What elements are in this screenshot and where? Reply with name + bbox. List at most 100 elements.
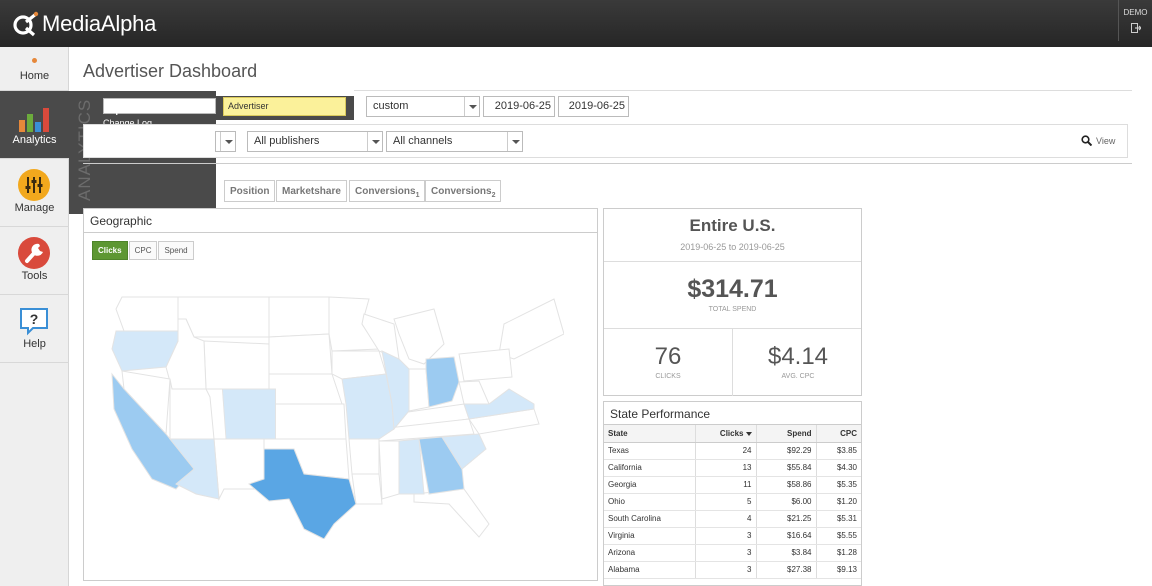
region-title: Entire U.S. xyxy=(689,216,776,235)
nav-home-label: Home xyxy=(19,70,50,82)
channels-value: All channels xyxy=(393,135,453,147)
sliders-icon xyxy=(18,169,50,201)
date-mode-select[interactable]: custom xyxy=(366,96,480,117)
state-arkansas[interactable] xyxy=(348,438,380,475)
tab-conversions-1[interactable]: Conversions1 xyxy=(349,180,426,202)
tab-conversions-1-label: Conversions xyxy=(355,186,416,197)
cell-clicks: 24 xyxy=(695,442,757,460)
state-oregon[interactable] xyxy=(111,330,179,372)
state-ohio[interactable] xyxy=(425,356,460,408)
table-row[interactable]: Alabama 3 $27.38 $9.13 xyxy=(604,561,861,579)
account-menu[interactable]: DEMO xyxy=(1118,0,1152,41)
tab-marketshare[interactable]: Marketshare xyxy=(276,180,347,202)
state-missouri[interactable] xyxy=(341,373,395,440)
cell-clicks: 11 xyxy=(695,476,757,494)
nav-help[interactable]: ? Help xyxy=(0,295,69,363)
logout-icon[interactable] xyxy=(1130,23,1141,33)
state-south-carolina[interactable] xyxy=(441,433,487,470)
nav-help-label: Help xyxy=(23,338,46,350)
brand-logo[interactable]: MediaAlpha xyxy=(12,9,156,39)
table-row[interactable]: Arizona 3 $3.84 $1.28 xyxy=(604,544,861,562)
column-header-clicks[interactable]: Clicks xyxy=(695,425,757,443)
cell-clicks: 3 xyxy=(695,527,757,545)
state-texas[interactable] xyxy=(248,448,357,539)
cell-spend: $21.25 xyxy=(756,510,817,528)
tab-conversions-2-label: Conversions xyxy=(431,186,492,197)
table-row[interactable]: Georgia 11 $58.86 $5.35 xyxy=(604,476,861,494)
us-map xyxy=(111,296,564,539)
chevron-down-icon xyxy=(464,97,479,116)
brand-name: MediaAlpha xyxy=(42,11,157,36)
state-wyoming[interactable] xyxy=(203,340,270,390)
state-pennsylvania[interactable] xyxy=(458,348,513,382)
state-louisiana[interactable] xyxy=(351,473,383,505)
cell-spend: $6.00 xyxy=(756,493,817,511)
table-row[interactable]: Virginia 3 $16.64 $5.55 xyxy=(604,527,861,545)
state-north-dakota[interactable] xyxy=(268,296,330,338)
state-new-england[interactable] xyxy=(498,298,564,360)
flyout-item-reports[interactable]: Reports xyxy=(103,98,216,115)
cell-clicks: 3 xyxy=(695,544,757,562)
nav-home[interactable]: Home xyxy=(0,47,69,91)
table-row[interactable]: California 13 $55.84 $4.30 xyxy=(604,459,861,477)
state-virginia[interactable] xyxy=(463,388,535,420)
metric-clicks-button[interactable]: Clicks xyxy=(92,241,128,260)
cell-spend: $3.84 xyxy=(756,544,817,562)
cell-state: Alabama xyxy=(604,561,696,579)
state-mississippi[interactable] xyxy=(378,440,400,500)
svg-text:?: ? xyxy=(30,311,39,327)
state-michigan[interactable] xyxy=(393,308,445,365)
column-header-spend[interactable]: Spend xyxy=(756,425,817,443)
metric-cpc-button[interactable]: CPC xyxy=(128,241,158,260)
state-west-virginia[interactable] xyxy=(458,380,490,405)
state-kansas[interactable] xyxy=(273,403,347,440)
total-spend-value: $314.71 xyxy=(687,275,778,303)
publishers-select[interactable]: All publishers xyxy=(247,131,383,152)
mediaalpha-logo-icon xyxy=(13,11,39,37)
nav-tools-label: Tools xyxy=(21,270,48,282)
column-header-cpc[interactable]: CPC xyxy=(816,425,861,443)
state-georgia[interactable] xyxy=(418,436,465,495)
cell-cpc: $3.85 xyxy=(816,442,861,460)
clicks-label: CLICKS xyxy=(655,373,681,380)
state-arizona[interactable] xyxy=(168,438,220,500)
nav-manage[interactable]: Manage xyxy=(0,159,69,227)
state-colorado[interactable] xyxy=(221,388,276,440)
cell-state: Texas xyxy=(604,442,696,460)
tab-position[interactable]: Position xyxy=(224,180,276,202)
state-south-dakota[interactable] xyxy=(268,333,333,375)
left-nav: Home Analytics Manage Tools xyxy=(0,47,69,586)
page-title: Advertiser Dashboard xyxy=(83,61,258,81)
avg-cpc-label: AVG. CPC xyxy=(781,373,815,380)
bar-chart-icon xyxy=(19,108,49,132)
state-nebraska[interactable] xyxy=(268,373,343,405)
table-row[interactable]: South Carolina 4 $21.25 $5.31 xyxy=(604,510,861,528)
channels-select[interactable]: All channels xyxy=(386,131,523,152)
help-icon: ? xyxy=(20,308,48,336)
state-illinois[interactable] xyxy=(381,350,410,431)
column-header-clicks-label: Clicks xyxy=(719,428,744,438)
advertiser-select[interactable] xyxy=(215,131,236,152)
state-washington[interactable] xyxy=(115,296,179,332)
dimension-filter-bar xyxy=(83,124,1128,158)
cell-cpc: $9.13 xyxy=(816,561,861,579)
nav-tools[interactable]: Tools xyxy=(0,227,69,295)
metric-spend-button[interactable]: Spend xyxy=(158,241,194,260)
nav-analytics[interactable]: Analytics xyxy=(0,91,69,159)
start-date-input[interactable]: 2019-06-25 xyxy=(483,96,555,117)
state-california[interactable] xyxy=(111,372,195,490)
cell-state: Virginia xyxy=(604,527,696,545)
cell-state: Arizona xyxy=(604,544,696,562)
table-row[interactable]: Ohio 5 $6.00 $1.20 xyxy=(604,493,861,511)
state-alabama[interactable] xyxy=(398,438,425,495)
tab-conversions-2[interactable]: Conversions2 xyxy=(425,180,502,202)
view-button[interactable]: View xyxy=(1081,135,1115,146)
flyout-item-change-log[interactable]: Change Log xyxy=(103,115,216,131)
submenu-item-advertiser[interactable]: Advertiser xyxy=(223,97,346,116)
table-row[interactable]: Texas 24 $92.29 $3.85 xyxy=(604,442,861,460)
state-florida[interactable] xyxy=(413,488,490,538)
column-header-state[interactable]: State xyxy=(604,425,696,443)
tab-conversions-1-sub: 1 xyxy=(415,192,420,199)
end-date-input[interactable]: 2019-06-25 xyxy=(558,96,629,117)
account-badge: DEMO xyxy=(1123,8,1148,17)
